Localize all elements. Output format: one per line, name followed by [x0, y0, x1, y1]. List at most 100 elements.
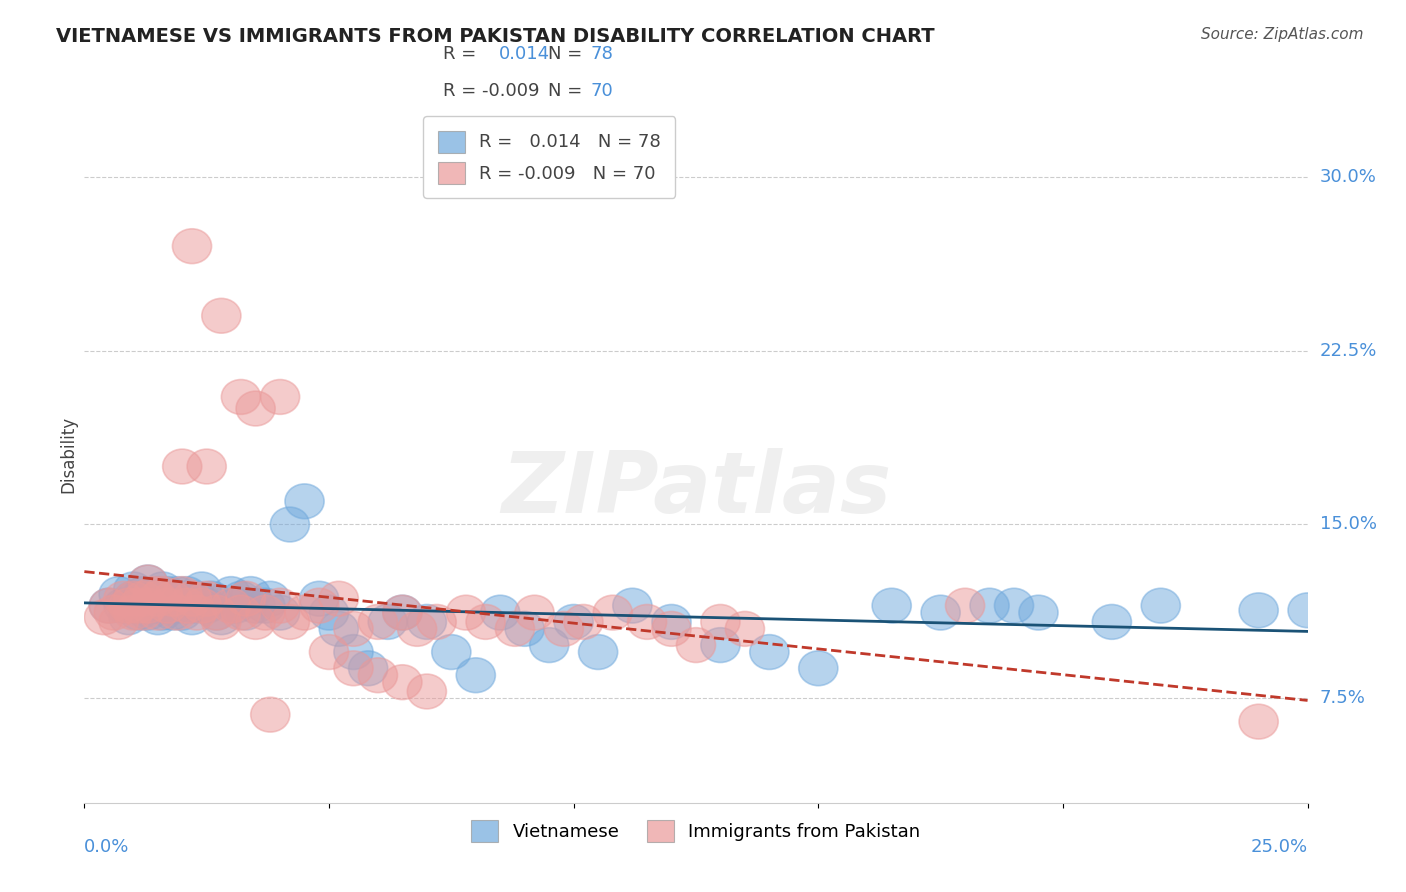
- Ellipse shape: [627, 605, 666, 640]
- Ellipse shape: [108, 599, 148, 635]
- Ellipse shape: [202, 599, 240, 635]
- Ellipse shape: [505, 612, 544, 646]
- Ellipse shape: [872, 589, 911, 623]
- Ellipse shape: [544, 612, 583, 646]
- Ellipse shape: [1142, 589, 1181, 623]
- Ellipse shape: [447, 595, 485, 630]
- Ellipse shape: [333, 651, 373, 686]
- Ellipse shape: [143, 595, 183, 630]
- Text: N =: N =: [548, 45, 582, 62]
- Ellipse shape: [124, 577, 163, 612]
- Ellipse shape: [799, 651, 838, 686]
- Ellipse shape: [124, 582, 163, 616]
- Ellipse shape: [465, 605, 505, 640]
- Ellipse shape: [408, 674, 447, 709]
- Ellipse shape: [593, 595, 633, 630]
- Ellipse shape: [153, 582, 193, 616]
- Text: 0.014: 0.014: [499, 45, 550, 62]
- Ellipse shape: [382, 595, 422, 630]
- Ellipse shape: [250, 698, 290, 732]
- Ellipse shape: [246, 595, 285, 630]
- Ellipse shape: [143, 572, 183, 607]
- Ellipse shape: [231, 577, 270, 612]
- Ellipse shape: [1239, 593, 1278, 628]
- Ellipse shape: [157, 589, 197, 623]
- Text: VIETNAMESE VS IMMIGRANTS FROM PAKISTAN DISABILITY CORRELATION CHART: VIETNAMESE VS IMMIGRANTS FROM PAKISTAN D…: [56, 27, 935, 45]
- Ellipse shape: [554, 605, 593, 640]
- Text: ZIPatlas: ZIPatlas: [501, 448, 891, 532]
- Ellipse shape: [89, 589, 128, 623]
- Ellipse shape: [183, 572, 221, 607]
- Ellipse shape: [970, 589, 1010, 623]
- Ellipse shape: [481, 595, 520, 630]
- Ellipse shape: [124, 589, 163, 623]
- Ellipse shape: [89, 589, 128, 623]
- Ellipse shape: [700, 605, 740, 640]
- Ellipse shape: [309, 595, 349, 630]
- Ellipse shape: [319, 582, 359, 616]
- Ellipse shape: [114, 595, 153, 630]
- Text: 7.5%: 7.5%: [1320, 690, 1365, 707]
- Ellipse shape: [104, 589, 143, 623]
- Ellipse shape: [183, 589, 221, 623]
- Ellipse shape: [270, 507, 309, 541]
- Ellipse shape: [1019, 595, 1059, 630]
- Ellipse shape: [221, 582, 260, 616]
- Ellipse shape: [163, 595, 202, 630]
- Ellipse shape: [187, 450, 226, 484]
- Ellipse shape: [177, 595, 217, 630]
- Ellipse shape: [921, 595, 960, 630]
- Ellipse shape: [138, 599, 177, 635]
- Ellipse shape: [173, 229, 211, 264]
- Ellipse shape: [285, 595, 325, 630]
- Ellipse shape: [197, 595, 236, 630]
- Ellipse shape: [163, 450, 202, 484]
- Ellipse shape: [128, 566, 167, 599]
- Ellipse shape: [138, 589, 177, 623]
- Ellipse shape: [128, 589, 167, 623]
- Ellipse shape: [652, 605, 692, 640]
- Ellipse shape: [578, 635, 617, 669]
- Ellipse shape: [359, 605, 398, 640]
- Ellipse shape: [148, 589, 187, 623]
- Ellipse shape: [84, 599, 124, 635]
- Ellipse shape: [1092, 605, 1132, 640]
- Ellipse shape: [94, 595, 134, 630]
- Ellipse shape: [193, 582, 231, 616]
- Ellipse shape: [134, 589, 173, 623]
- Ellipse shape: [98, 577, 138, 612]
- Text: Source: ZipAtlas.com: Source: ZipAtlas.com: [1201, 27, 1364, 42]
- Ellipse shape: [333, 635, 373, 669]
- Ellipse shape: [187, 582, 226, 616]
- Ellipse shape: [114, 582, 153, 616]
- Ellipse shape: [226, 595, 266, 630]
- Ellipse shape: [157, 595, 197, 630]
- Ellipse shape: [564, 605, 603, 640]
- Ellipse shape: [128, 595, 167, 630]
- Ellipse shape: [143, 577, 183, 612]
- Ellipse shape: [118, 595, 157, 630]
- Ellipse shape: [1288, 593, 1327, 628]
- Ellipse shape: [349, 651, 388, 686]
- Y-axis label: Disability: Disability: [59, 417, 77, 493]
- Text: 25.0%: 25.0%: [1250, 838, 1308, 855]
- Ellipse shape: [368, 605, 408, 640]
- Ellipse shape: [299, 582, 339, 616]
- Ellipse shape: [246, 589, 285, 623]
- Ellipse shape: [700, 628, 740, 663]
- Ellipse shape: [138, 582, 177, 616]
- Ellipse shape: [260, 589, 299, 623]
- Ellipse shape: [177, 582, 217, 616]
- Ellipse shape: [104, 582, 143, 616]
- Ellipse shape: [398, 612, 437, 646]
- Ellipse shape: [725, 612, 765, 646]
- Ellipse shape: [515, 595, 554, 630]
- Text: 70: 70: [591, 82, 613, 100]
- Ellipse shape: [217, 589, 256, 623]
- Ellipse shape: [118, 589, 157, 623]
- Ellipse shape: [250, 582, 290, 616]
- Ellipse shape: [187, 589, 226, 623]
- Ellipse shape: [309, 635, 349, 669]
- Ellipse shape: [319, 612, 359, 646]
- Ellipse shape: [530, 628, 569, 663]
